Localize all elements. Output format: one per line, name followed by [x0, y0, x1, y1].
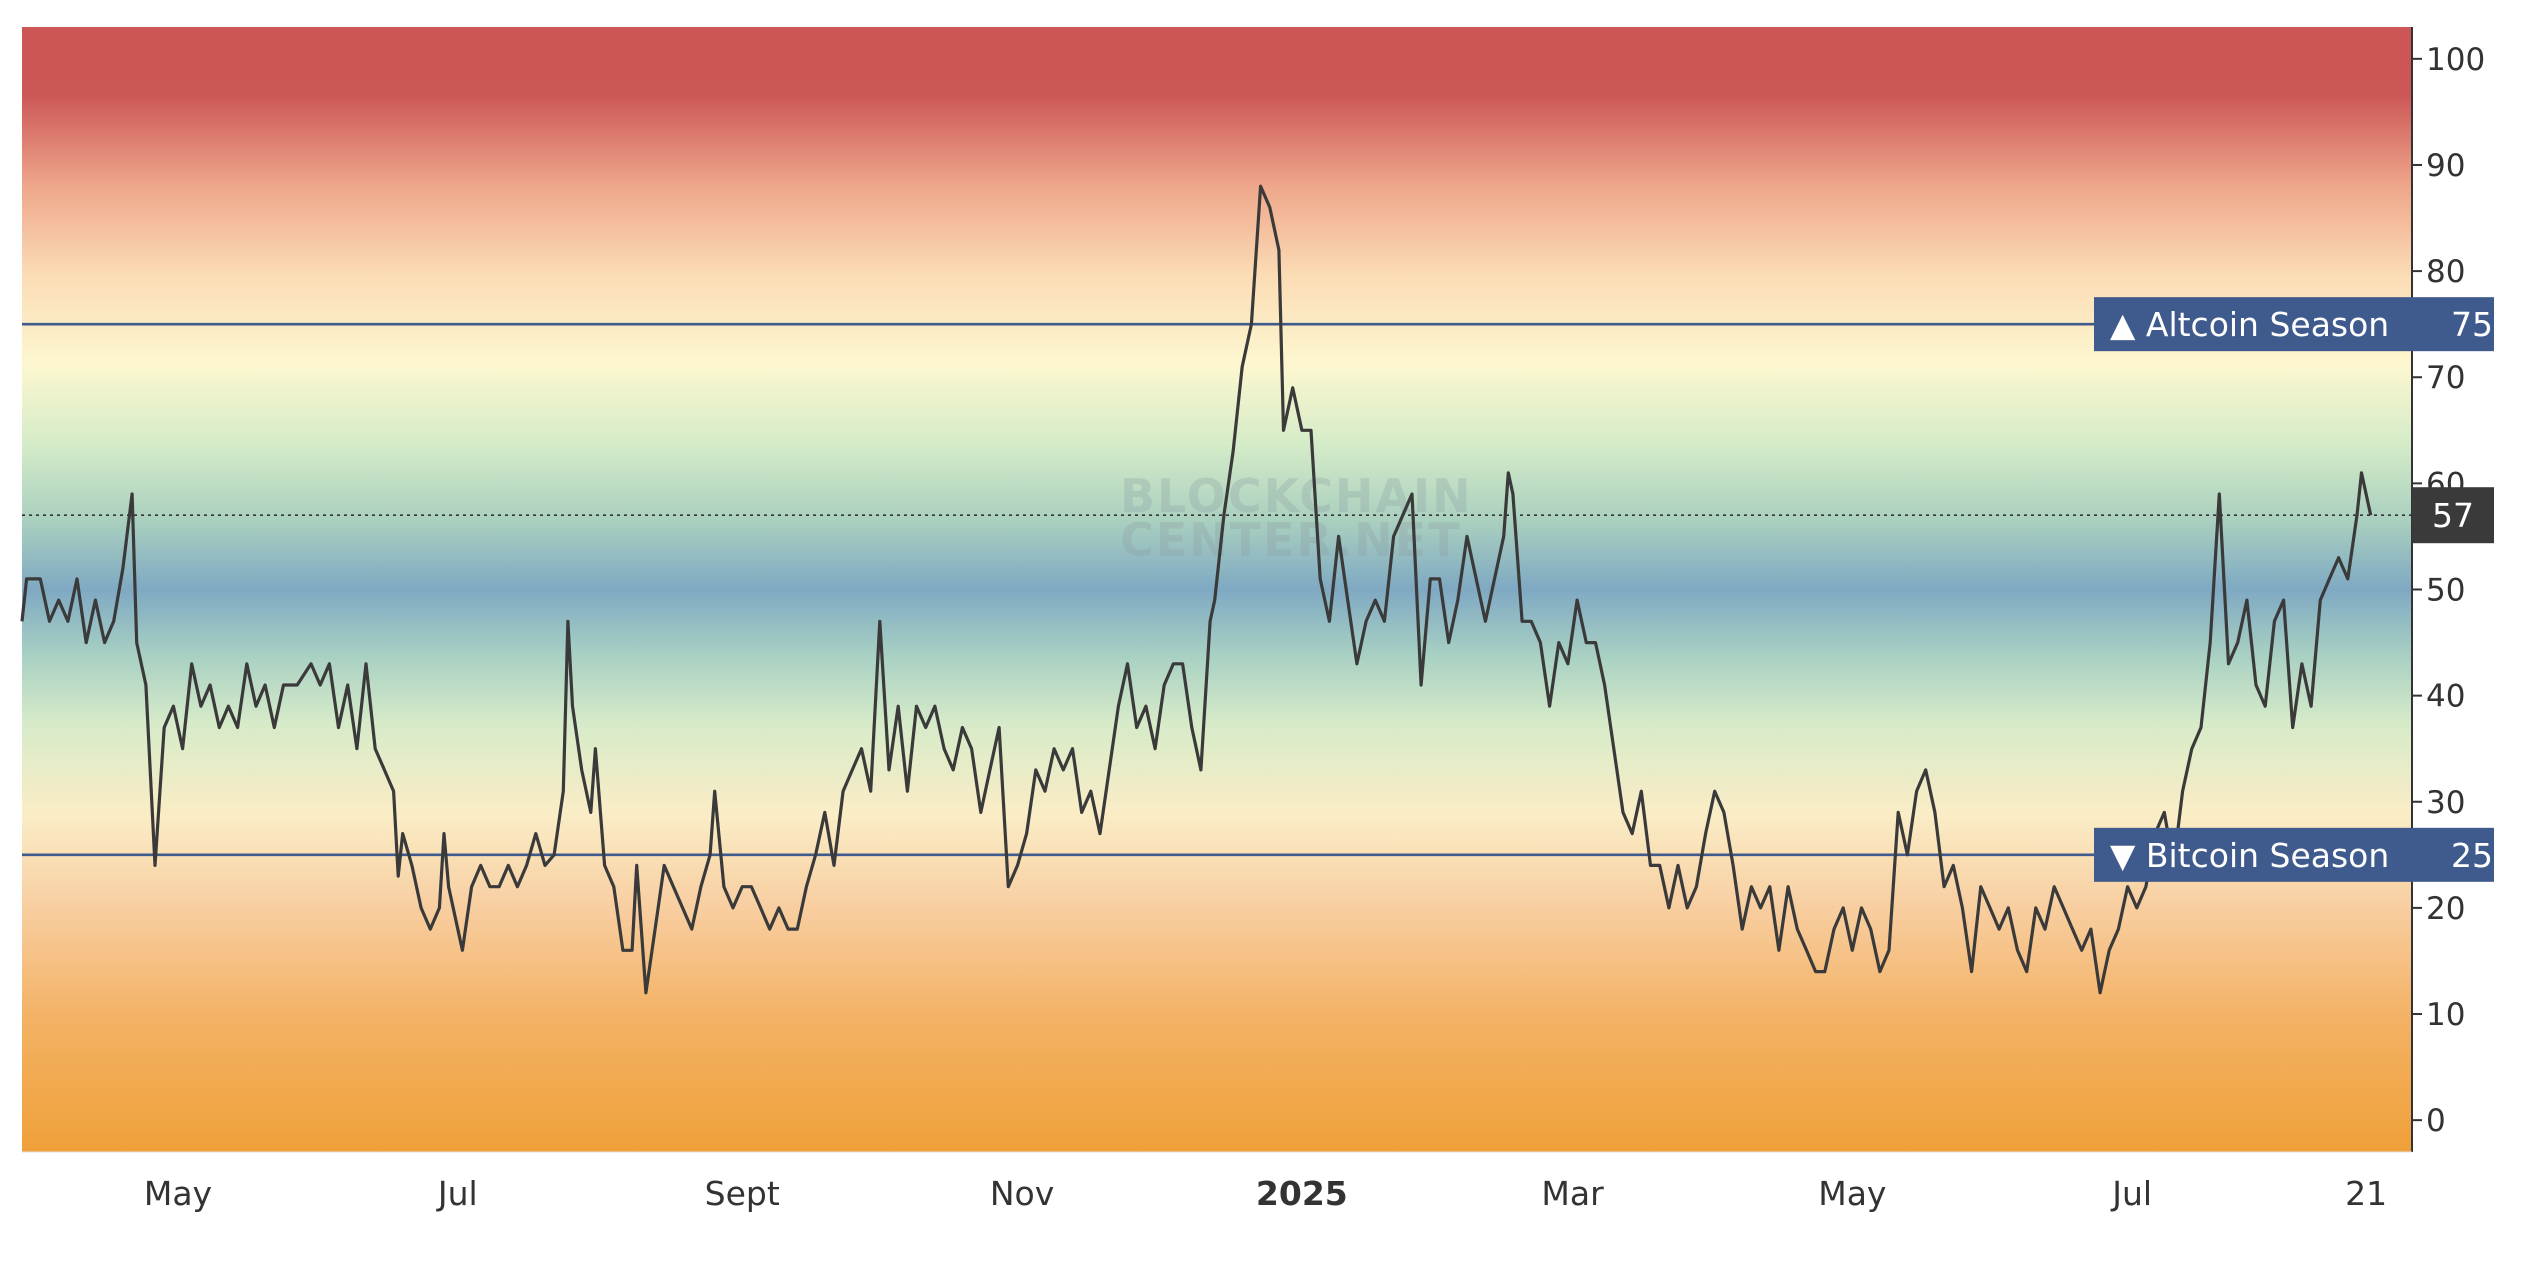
- x-tick-label: May: [1818, 1174, 1886, 1213]
- x-tick-label: 2025: [1256, 1174, 1348, 1213]
- threshold-tag-value: 25: [2451, 836, 2493, 875]
- x-tick-label: Mar: [1541, 1174, 1604, 1213]
- threshold-tag-box: [2094, 297, 2494, 352]
- watermark-line-2: CENTER.NET: [1120, 513, 1462, 567]
- y-tick-label: 20: [2426, 891, 2465, 927]
- x-tick-label: May: [144, 1174, 212, 1213]
- y-tick-label: 80: [2426, 254, 2465, 290]
- watermark: BLOCKCHAIN CENTER.NET: [1120, 469, 1471, 567]
- current-value-box: [2412, 487, 2494, 544]
- y-tick-label: 10: [2426, 997, 2465, 1033]
- y-tick-label: 90: [2426, 148, 2465, 184]
- threshold-tag-label: ▲ Altcoin Season: [2110, 305, 2389, 344]
- x-tick-label: 21: [2345, 1174, 2387, 1213]
- threshold-lines: [22, 322, 2412, 857]
- threshold-tag-label: ▼ Bitcoin Season: [2110, 836, 2389, 875]
- threshold-tags: ▲ Altcoin Season 75 ▼ Bitcoin Season 25: [2094, 297, 2494, 882]
- threshold-tag-box: [2094, 827, 2494, 882]
- series-line: [20, 184, 2373, 995]
- y-tick-label: 70: [2426, 360, 2465, 396]
- current-value-label: 57: [2432, 496, 2474, 535]
- y-tick-label: 0: [2426, 1103, 2446, 1139]
- x-axis-ticks: May Jul Sept Nov 2025 Mar May Jul 21: [144, 1174, 2387, 1213]
- y-tick-label: 100: [2426, 42, 2485, 78]
- y-tick-label: 50: [2426, 573, 2465, 609]
- x-tick-label: Nov: [990, 1174, 1054, 1213]
- y-tick-label: 40: [2426, 679, 2465, 715]
- threshold-tag-value: 75: [2451, 305, 2493, 344]
- x-tick-label: Jul: [436, 1174, 478, 1213]
- x-tick-label: Sept: [705, 1174, 780, 1213]
- x-tick-label: Jul: [2110, 1174, 2152, 1213]
- current-value-tag: 57: [2412, 487, 2494, 544]
- y-tick-label: 30: [2426, 785, 2465, 821]
